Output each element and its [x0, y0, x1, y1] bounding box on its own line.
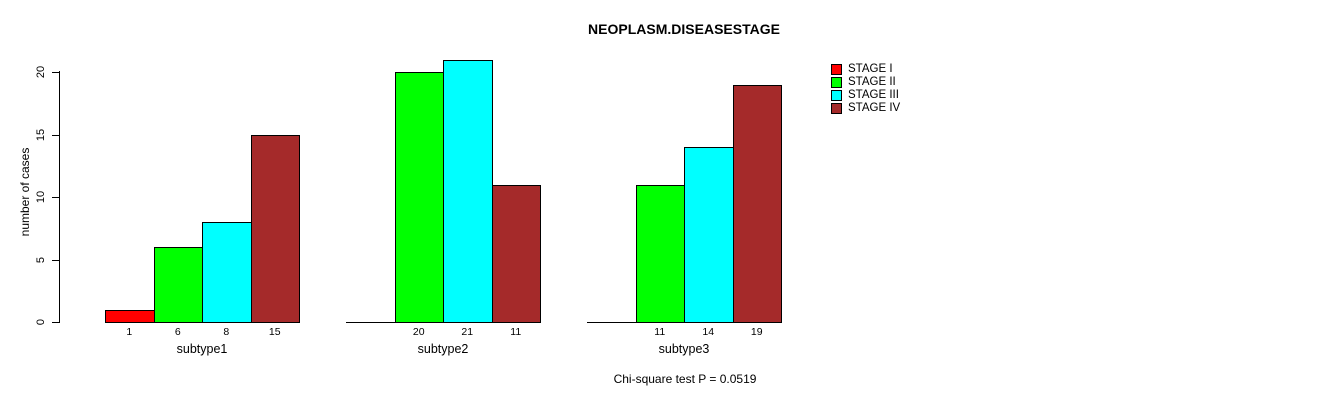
- bar-value-label: 8: [223, 326, 230, 338]
- y-axis-label: number of cases: [18, 147, 32, 237]
- y-tick-label: 5: [35, 256, 47, 263]
- legend-label: STAGE I: [848, 63, 893, 75]
- y-axis-line: [59, 71, 60, 323]
- bar-value-label: 11: [654, 326, 666, 338]
- bar-value-label: 14: [702, 326, 715, 338]
- bar-value-label: 1: [126, 326, 133, 338]
- y-tick: [52, 72, 59, 73]
- y-tick: [52, 134, 59, 136]
- chi-square-annotation: Chi-square test P = 0.0519: [613, 372, 757, 386]
- y-tick: [52, 259, 59, 261]
- legend-swatch-stage-iii: [831, 90, 842, 101]
- bar-subtype1-stage-iv: [250, 134, 300, 323]
- bar-value-label: 6: [174, 326, 181, 338]
- bar-value-label: 11: [510, 326, 522, 338]
- legend-swatch-stage-ii: [831, 77, 842, 88]
- legend-label: STAGE III: [848, 89, 899, 101]
- y-tick-label: 20: [35, 65, 47, 79]
- legend-swatch-stage-i: [831, 64, 842, 75]
- category-label-subtype2: subtype2: [417, 342, 469, 356]
- bar-value-label: 15: [268, 326, 281, 338]
- bar-subtype2-stage-iv: [491, 184, 541, 323]
- legend-entry-stage-i: STAGE I: [831, 63, 893, 75]
- bar-subtype3-stage-iv: [732, 84, 782, 323]
- y-tick-label: 0: [35, 318, 47, 326]
- legend-label: STAGE II: [848, 76, 896, 88]
- legend-entry-stage-iii: STAGE III: [831, 89, 899, 101]
- legend-label: STAGE IV: [848, 102, 901, 114]
- bar-value-label: 20: [412, 326, 425, 338]
- bar-subtype3-stage-iii: [684, 147, 734, 323]
- bar-subtype2-stage-iii: [443, 59, 493, 323]
- bar-subtype1-stage-iii: [202, 222, 252, 323]
- legend-entry-stage-ii: STAGE II: [831, 76, 896, 88]
- legend-entry-stage-iv: STAGE IV: [831, 102, 901, 114]
- bar-subtype1-stage-i: [105, 309, 155, 323]
- y-tick: [52, 322, 59, 323]
- bar-value-label: 21: [461, 326, 474, 338]
- y-tick-label: 15: [35, 128, 47, 141]
- y-tick-label: 10: [35, 190, 47, 204]
- category-label-subtype3: subtype3: [658, 342, 710, 356]
- category-label-subtype1: subtype1: [176, 342, 228, 356]
- chart-title: NEOPLASM.DISEASESTAGE: [588, 21, 780, 37]
- legend-swatch-stage-iv: [831, 103, 842, 114]
- y-tick: [52, 197, 59, 198]
- bar-subtype2-stage-ii: [394, 72, 444, 323]
- bar-value-label: 19: [750, 326, 763, 338]
- bar-subtype3-stage-ii: [635, 184, 685, 323]
- bar-subtype1-stage-ii: [153, 247, 203, 323]
